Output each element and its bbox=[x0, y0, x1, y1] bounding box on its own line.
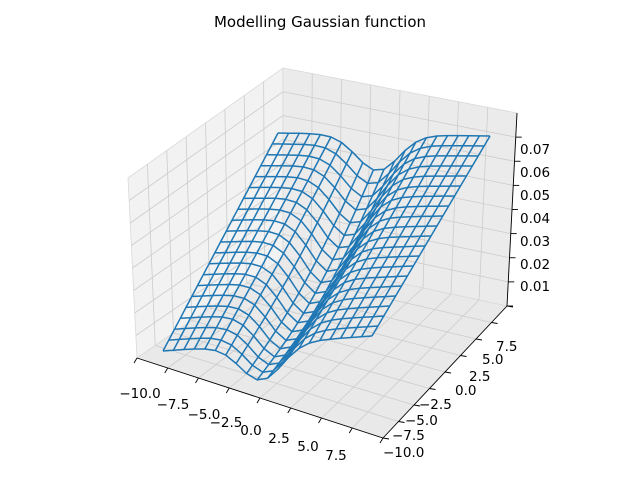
wireframe-line bbox=[245, 162, 364, 374]
wireframe-line bbox=[266, 169, 385, 379]
back-grid-line bbox=[282, 233, 509, 283]
wireframe-line bbox=[298, 141, 417, 349]
side-grid-line bbox=[131, 138, 284, 246]
side-grid-line bbox=[130, 115, 284, 224]
x-tick-mark bbox=[256, 397, 261, 404]
wireframe-line bbox=[225, 142, 343, 356]
wireframe-line bbox=[235, 151, 353, 364]
wireframe-line bbox=[172, 132, 290, 351]
y-tick-label: 5.0 bbox=[482, 352, 503, 368]
wireframe-surface bbox=[162, 132, 491, 381]
wireframe-line bbox=[339, 135, 459, 339]
wireframe-line bbox=[319, 135, 438, 341]
x-tick-mark bbox=[318, 417, 322, 424]
y-tick-mark bbox=[382, 437, 390, 440]
wireframe-line bbox=[371, 135, 491, 337]
y-tick-mark bbox=[429, 388, 436, 390]
y-tick-mark bbox=[460, 355, 467, 357]
y-tick-label: 0.0 bbox=[455, 383, 476, 399]
chart-title: Modelling Gaussian function bbox=[214, 13, 426, 31]
floor-grid-line bbox=[351, 299, 480, 429]
z-tick-label: 0.05 bbox=[520, 188, 550, 204]
x-tick-label: 2.5 bbox=[268, 431, 289, 447]
y-tick-mark bbox=[398, 421, 405, 423]
z-tick-label: 0.07 bbox=[520, 142, 550, 158]
y-tick-label: −5.0 bbox=[405, 413, 438, 429]
back-grid-line bbox=[282, 210, 510, 259]
floor-grid-line bbox=[228, 295, 461, 356]
y-tick-label: −10.0 bbox=[383, 445, 424, 461]
x-tick-mark bbox=[195, 377, 199, 384]
axes-lines bbox=[133, 112, 522, 444]
floor-grid-line bbox=[290, 287, 424, 409]
wireframe-line bbox=[350, 135, 470, 338]
x-tick-label: −10.0 bbox=[119, 386, 160, 402]
x-tick-label: −7.5 bbox=[157, 397, 190, 413]
z-tick-labels: 0.01 0.02 0.03 0.04 0.05 0.06 0.07 bbox=[520, 142, 550, 295]
x-tick-label: −2.5 bbox=[210, 415, 243, 431]
wireframe-line bbox=[193, 133, 311, 350]
y-tick-mark bbox=[413, 404, 421, 407]
wireframe-line bbox=[329, 135, 449, 340]
wireframe-line bbox=[204, 134, 322, 350]
x-tick-label: 5.0 bbox=[297, 439, 318, 455]
wireframe-line bbox=[360, 135, 481, 338]
floor-grid-line bbox=[246, 282, 477, 340]
z-tick-label: 0.01 bbox=[520, 279, 550, 295]
floor-grid-line bbox=[321, 293, 452, 419]
y-tick-label: −2.5 bbox=[419, 397, 452, 413]
z-tick-label: 0.03 bbox=[520, 234, 550, 250]
x-tick-mark bbox=[133, 357, 138, 364]
x-tick-label: 0.0 bbox=[240, 423, 261, 439]
x-tick-mark bbox=[164, 367, 169, 374]
side-grid-line bbox=[132, 162, 284, 269]
side-grid-line bbox=[134, 210, 284, 314]
x-tick-mark bbox=[225, 387, 230, 394]
wireframe-line bbox=[162, 132, 279, 352]
wireframe-line bbox=[256, 169, 375, 381]
wireframe-line bbox=[308, 137, 428, 344]
x-tick-mark bbox=[348, 427, 353, 434]
wireframe-line bbox=[287, 150, 406, 359]
y-tick-label: −7.5 bbox=[392, 428, 425, 444]
x-tick-label: −5.0 bbox=[188, 407, 221, 423]
back-grid-line bbox=[282, 162, 513, 210]
x-tick-mark bbox=[287, 407, 292, 414]
z-tick-label: 0.04 bbox=[520, 211, 550, 227]
y-tick-labels: −10.0 −7.5 −5.0 −2.5 0.0 2.5 5.0 7.5 bbox=[383, 339, 517, 461]
z-tick-label: 0.06 bbox=[520, 165, 550, 181]
back-grid-line bbox=[282, 91, 516, 138]
y-tick-label: 2.5 bbox=[469, 369, 490, 385]
x-tick-mark bbox=[379, 437, 384, 444]
y-tick-label: 7.5 bbox=[496, 339, 517, 355]
side-grid-line bbox=[133, 186, 284, 291]
wireframe-line bbox=[183, 132, 300, 350]
y-tick-mark bbox=[444, 371, 452, 374]
wireframe-line bbox=[277, 160, 396, 370]
back-grid-line bbox=[282, 115, 515, 162]
y-tick-mark bbox=[475, 338, 483, 341]
back-grid-line bbox=[282, 186, 511, 235]
side-grid-line bbox=[128, 91, 284, 201]
x-tick-labels: −10.0 −7.5 −5.0 −2.5 0.0 2.5 5.0 7.5 bbox=[119, 386, 346, 464]
y-tick-mark bbox=[491, 322, 498, 324]
x-tick-label: 7.5 bbox=[325, 448, 346, 464]
wireframe-line bbox=[214, 136, 332, 351]
z-tick-label: 0.02 bbox=[520, 257, 550, 273]
